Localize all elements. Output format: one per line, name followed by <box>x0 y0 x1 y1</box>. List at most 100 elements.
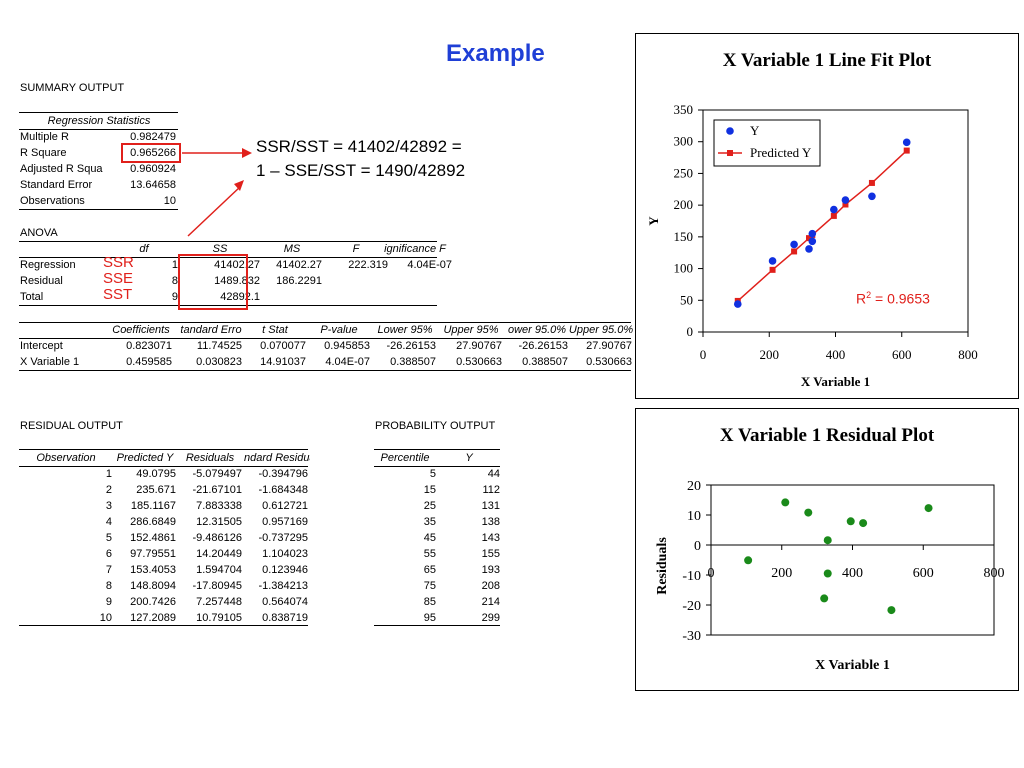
probability-cell: 131 <box>481 500 500 512</box>
anova-heading: ANOVA <box>20 227 58 239</box>
probability-cell: 15 <box>423 484 436 496</box>
predicted-y-point <box>830 212 837 219</box>
residual-plot-title: X Variable 1 Residual Plot <box>719 425 935 446</box>
residual-cell: 185.1167 <box>130 500 176 512</box>
residual-cell: -9.486126 <box>192 532 242 544</box>
plot-area <box>710 484 995 636</box>
y-tick-label: 200 <box>674 197 694 212</box>
probability-header-row: Percentile Y <box>372 450 502 466</box>
y-tick-label: 100 <box>674 261 694 276</box>
coef-cell: 4.04E-07 <box>325 356 370 368</box>
anova-header-cell: df <box>139 243 149 255</box>
probability-cell: 25 <box>423 500 436 512</box>
legend-predicted-marker <box>727 150 733 156</box>
residual-cell: -1.384213 <box>258 580 308 592</box>
coef-row-label: X Variable 1 <box>20 356 80 368</box>
residual-point <box>823 536 832 545</box>
coef-header-cell: P-value <box>320 324 358 336</box>
y-tick-label: 0 <box>687 324 694 339</box>
residual-cell: 152.4861 <box>130 532 176 544</box>
reg-stat-label: Standard Error <box>20 179 93 191</box>
reg-stat-row: R Square 0.965266 <box>18 145 178 161</box>
coef-row-label: Intercept <box>20 340 63 352</box>
probability-cell: 214 <box>481 596 500 608</box>
residual-cell: -5.079497 <box>192 468 242 480</box>
r-square-highlight-box <box>121 143 181 163</box>
residual-plot-panel: X Variable 1 Residual Plot -30 -20 -10 0 10 2… <box>635 408 1019 691</box>
probability-top-rule <box>374 449 500 450</box>
predicted-y-point <box>769 266 776 273</box>
reg-stat-value: 0.960924 <box>130 163 176 175</box>
r-squared-sup: 2 <box>866 290 872 300</box>
predicted-y-point <box>791 248 798 255</box>
coef-bottom-rule <box>19 370 631 371</box>
y-tick-label: 50 <box>680 292 693 307</box>
line-fit-plot-title: X Variable 1 Line Fit Plot <box>722 50 932 71</box>
residual-bottom-rule <box>19 625 308 626</box>
y-tick-label: 150 <box>674 229 694 244</box>
coef-cell: -26.26153 <box>386 340 436 352</box>
x-tick-label: 200 <box>771 566 792 581</box>
r-square-arrow <box>182 148 252 158</box>
reg-stats-bottom-rule <box>19 209 178 210</box>
reg-stats-header-rule <box>19 129 178 130</box>
sst-label: SST <box>103 286 133 303</box>
y-tick-label: 10 <box>687 509 701 524</box>
probability-cell: 55 <box>423 548 436 560</box>
residual-cell: 97.79551 <box>130 548 176 560</box>
r-squared-value: = 0.9653 <box>871 290 930 307</box>
probability-cell: 208 <box>481 580 500 592</box>
y-point <box>808 229 817 238</box>
probability-header-cell: Percentile <box>380 452 430 464</box>
residual-header-cell: Residuals <box>185 452 235 464</box>
reg-stats-header: Regression Statistics <box>47 115 151 127</box>
residual-cell: 200.7426 <box>130 596 176 608</box>
residual-cell: 8 <box>105 580 112 592</box>
residual-cell: 1.104023 <box>262 548 308 560</box>
residual-cell: -1.684348 <box>258 484 308 496</box>
x-tick-label: 800 <box>958 347 978 362</box>
coef-cell: 11.74525 <box>196 340 242 352</box>
y-tick-label: 0 <box>694 539 701 554</box>
coef-cell: 0.823071 <box>126 340 172 352</box>
residual-cell: 235.671 <box>136 484 176 496</box>
slide-title: Example <box>446 40 545 67</box>
anova-header-cell: F <box>352 243 360 255</box>
coef-cell: 0.388507 <box>522 356 568 368</box>
anova-cell: 42892.1 <box>220 291 260 303</box>
y-point <box>733 300 742 308</box>
coefficients-header-row: Coefficients tandard Erro t Stat P-value Low… <box>18 322 633 338</box>
residual-cell: 7 <box>105 564 112 576</box>
anova-row-label: Total <box>20 291 44 303</box>
x-tick-label: 0 <box>700 347 707 362</box>
x-tick-label: 400 <box>842 566 863 581</box>
coef-header-cell: t Stat <box>262 324 288 336</box>
legend-predicted-label: Predicted Y <box>750 145 812 160</box>
residual-cell: 0.612721 <box>262 500 308 512</box>
probability-bottom-rule <box>374 625 500 626</box>
residual-header-row: Observation Predicted Y Residuals ndard Res… <box>18 450 310 466</box>
residual-cell: 1 <box>105 468 112 480</box>
line-fit-plot: 0 50 100 150 200 250 300 350 0 200 400 600 800 X Vari… <box>646 102 978 389</box>
anova-row-label: Regression <box>20 259 76 271</box>
residual-cell: -0.737295 <box>258 532 308 544</box>
y-tick-label: 250 <box>674 165 694 180</box>
x-axis-label: X Variable 1 <box>801 374 870 389</box>
anova-bottom-rule <box>19 305 437 306</box>
line-fit-plot-panel: X Variable 1 Line Fit Plot 0 50 100 150 200 2… <box>635 33 1019 399</box>
anova-header-cell: SS <box>212 243 228 255</box>
residual-point <box>887 606 896 615</box>
coef-cell: 0.459585 <box>126 356 172 368</box>
coef-cell: 27.90767 <box>456 340 502 352</box>
coef-header-cell: Coefficients <box>112 324 170 336</box>
y-tick-label: 300 <box>674 134 694 149</box>
residual-output-heading: RESIDUAL OUTPUT <box>20 420 123 432</box>
residual-cell: 3 <box>105 500 112 512</box>
x-tick-label: 800 <box>984 566 1005 581</box>
predicted-y-point <box>806 235 812 242</box>
probability-cell: 112 <box>482 484 500 496</box>
coef-cell: 0.070077 <box>260 340 306 352</box>
residual-cell: 9 <box>105 596 112 608</box>
probability-cell: 138 <box>481 516 500 528</box>
residual-point <box>820 594 829 603</box>
